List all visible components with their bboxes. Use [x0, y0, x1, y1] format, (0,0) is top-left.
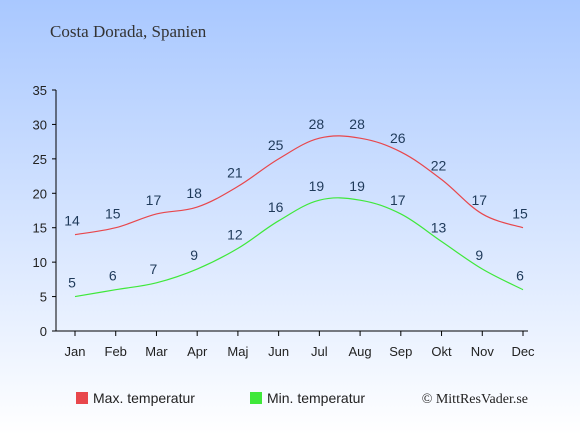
y-tick-label: 35	[33, 83, 47, 98]
x-tick-label: Mar	[145, 344, 168, 359]
x-tick-label: Okt	[431, 344, 452, 359]
max-temp-data-label: 28	[349, 116, 365, 132]
legend-min-swatch	[250, 392, 262, 404]
x-tick-label: Sep	[389, 344, 412, 359]
x-tick-label: Feb	[105, 344, 127, 359]
max-temp-line	[74, 135, 524, 236]
max-temp-data-label: 15	[512, 206, 528, 222]
x-tick-label: Jul	[311, 344, 328, 359]
x-tick-label: Nov	[471, 344, 495, 359]
max-temp-data-label: 17	[471, 192, 487, 208]
legend-max-label: Max. temperatur	[93, 390, 195, 406]
max-temp-data-label: 26	[390, 130, 406, 146]
min-temp-data-label: 9	[190, 247, 198, 263]
y-tick-label: 5	[40, 290, 47, 305]
min-temp-data-label: 7	[150, 261, 158, 277]
min-temp-data-label: 13	[431, 219, 447, 235]
min-temp-data-label: 5	[68, 275, 76, 291]
y-tick-label: 10	[33, 255, 47, 270]
max-temp-data-label: 25	[268, 137, 284, 153]
max-temp-data-label: 15	[105, 206, 121, 222]
max-temp-data-label: 28	[309, 116, 325, 132]
min-temp-data-label: 16	[268, 199, 284, 215]
x-tick-label: Apr	[187, 344, 208, 359]
x-tick-label: Aug	[349, 344, 372, 359]
max-temp-data-label: 21	[227, 164, 243, 180]
x-tick-label: Maj	[227, 344, 248, 359]
min-temp-data-label: 19	[349, 178, 365, 194]
min-temp-data-label: 17	[390, 192, 406, 208]
y-tick-label: 20	[33, 186, 47, 201]
min-temp-data-label: 6	[109, 268, 117, 284]
max-temp-data-label: 14	[64, 213, 80, 229]
y-tick-label: 25	[33, 152, 47, 167]
min-temp-data-label: 9	[475, 247, 483, 263]
min-temp-data-label: 6	[516, 268, 524, 284]
min-temp-line	[74, 197, 524, 298]
y-tick-label: 15	[33, 221, 47, 236]
axes: 0 5 10 15 20 25 30 35 Jan Feb Mar Apr Maj Jun Jul Aug Se…	[33, 83, 536, 359]
legend-max-swatch	[76, 392, 88, 404]
min-temp-data-label: 19	[309, 178, 325, 194]
legend-min-label: Min. temperatur	[267, 390, 365, 406]
chart-title: Costa Dorada, Spanien	[50, 22, 207, 41]
x-tick-label: Jun	[268, 344, 289, 359]
y-tick-label: 30	[33, 117, 47, 132]
series-group	[74, 135, 524, 298]
data-labels: 14 15 17 18 21 25 28 28 26 22 17 15 5 6 7 9 12 16 19 19 17 13…	[64, 116, 528, 290]
max-temp-data-label: 18	[186, 185, 202, 201]
max-temp-data-label: 17	[146, 192, 162, 208]
legend: Max. temperatur Min. temperatur	[76, 390, 365, 406]
y-tick-label: 0	[40, 324, 47, 339]
credit-text: © MittResVader.se	[422, 392, 528, 407]
x-tick-label: Jan	[65, 344, 86, 359]
x-tick-label: Dec	[511, 344, 535, 359]
min-temp-data-label: 12	[227, 226, 243, 242]
max-temp-data-label: 22	[431, 158, 447, 174]
